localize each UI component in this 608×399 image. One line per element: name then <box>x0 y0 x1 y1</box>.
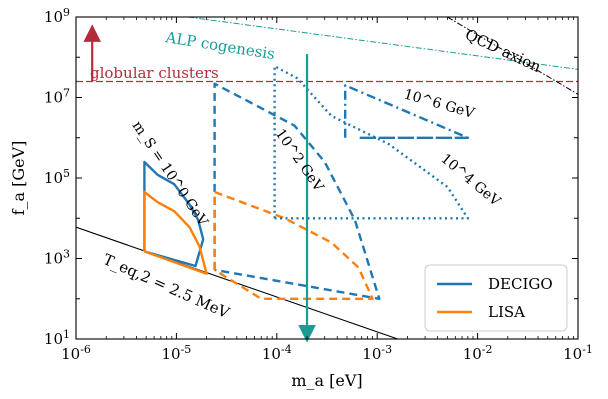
series-lisa <box>143 190 208 275</box>
ms2-label: 10^2 GeV <box>272 126 327 195</box>
legend-label-lisa: LISA <box>488 303 525 321</box>
alp-cogenesis-line <box>187 17 578 70</box>
legend: DECIGO LISA <box>424 264 568 332</box>
ms4-label: 10^4 GeV <box>437 151 503 210</box>
series-2 <box>213 82 381 300</box>
ms6-label: 10^6 GeV <box>402 86 477 122</box>
series-decigo <box>143 160 205 268</box>
y-axis-label: f_a [GeV] <box>9 141 28 216</box>
y-ticks: 101 103 105 107 109 <box>44 6 578 348</box>
x-axis-label: m_a [eV] <box>291 371 362 390</box>
x-tick-label: 10-4 <box>262 343 292 363</box>
y-tick-label: 105 <box>44 167 70 187</box>
y-tick-label: 103 <box>44 248 70 268</box>
qcd-axion-line <box>447 17 578 95</box>
legend-label-decigo: DECIGO <box>488 275 553 293</box>
teq-label: T_eq,2 = 2.5 MeV <box>100 250 233 322</box>
plot-area <box>76 17 578 339</box>
y-tick-label: 101 <box>44 328 70 348</box>
series-3 <box>213 190 374 300</box>
y-tick-label: 109 <box>44 6 70 26</box>
x-tick-label: 10-2 <box>463 343 493 363</box>
x-tick-label: 10-5 <box>161 343 191 363</box>
arrows-layer <box>83 24 316 343</box>
x-ticks: 10-6 10-5 10-4 10-3 10-2 10-1 <box>61 17 593 363</box>
alp-cogenesis-label: ALP cogenesis <box>163 28 276 63</box>
x-tick-label: 10-3 <box>362 343 392 363</box>
legend-box <box>424 264 568 332</box>
qcd-axion-label: QCD axion <box>462 25 544 76</box>
series-4 <box>273 65 470 220</box>
globular-clusters-label: globular clusters <box>90 64 219 82</box>
x-tick-label: 10-1 <box>563 343 593 363</box>
x-tick-label: 10-6 <box>61 343 91 363</box>
series-5 <box>344 84 470 139</box>
y-tick-label: 107 <box>44 87 70 107</box>
ms-label: m_S = 10^0 GeV <box>129 118 212 230</box>
